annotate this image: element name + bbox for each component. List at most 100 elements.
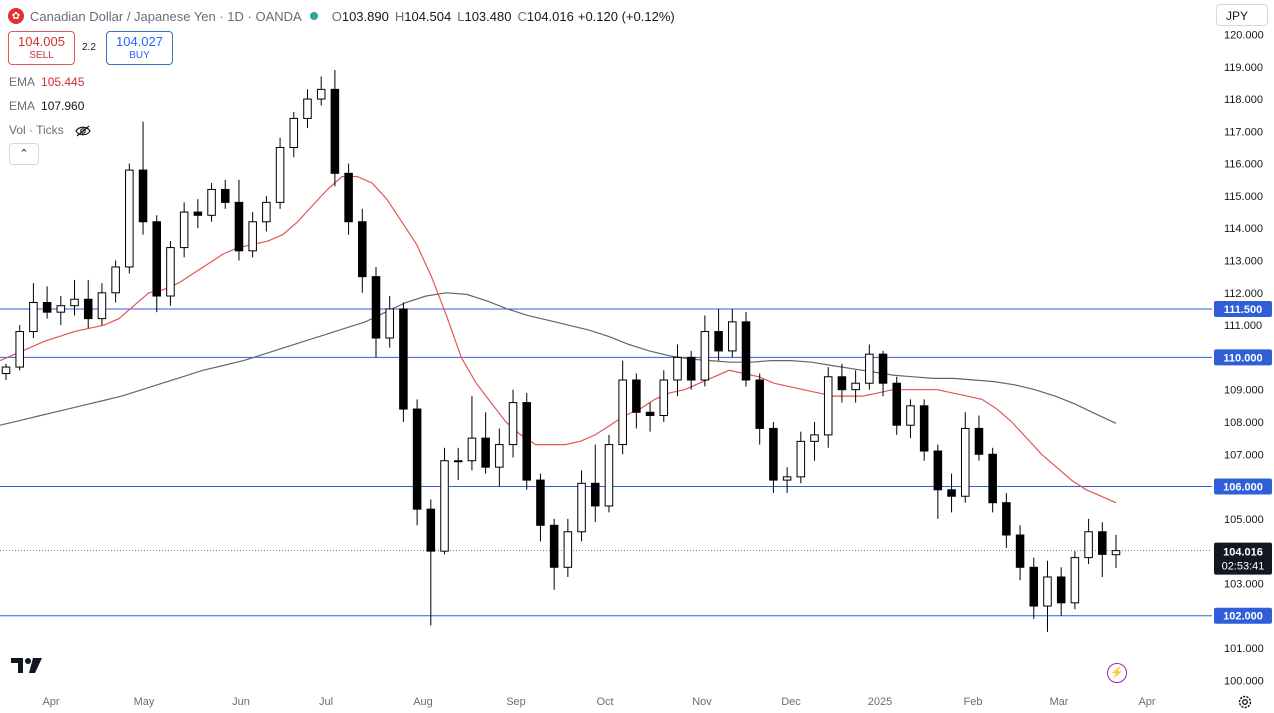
candle-body <box>467 437 477 462</box>
candle-body <box>645 411 655 417</box>
buy-button[interactable]: 104.027 BUY <box>106 31 173 65</box>
candle-body <box>508 402 518 446</box>
candle-body <box>810 434 819 442</box>
candle <box>1029 557 1039 619</box>
candle <box>728 308 737 358</box>
candle-body <box>358 221 367 278</box>
x-tick-label: Apr <box>1138 696 1155 708</box>
lightning-icon[interactable]: ⚡ <box>1107 663 1127 683</box>
sell-price: 104.005 <box>18 34 65 49</box>
candle <box>947 473 956 513</box>
candle-body <box>42 301 52 313</box>
candle <box>481 412 490 474</box>
candle-body <box>604 444 614 507</box>
y-tick-label: 101.000 <box>1224 643 1264 655</box>
candle-body <box>70 298 79 307</box>
candle <box>686 350 696 390</box>
candle-body <box>193 211 203 216</box>
y-tick-label: 120.000 <box>1224 29 1264 41</box>
buy-price: 104.027 <box>116 34 163 49</box>
ema-fast-legend[interactable]: EMA 105.445 <box>9 75 84 89</box>
candle-body <box>399 308 408 410</box>
candle <box>42 286 52 319</box>
candle <box>659 370 669 422</box>
candle-body <box>440 460 449 552</box>
high-key: H <box>394 8 405 24</box>
candle-body <box>590 482 600 507</box>
candle <box>412 399 422 526</box>
candle <box>796 431 806 484</box>
candle <box>741 312 751 387</box>
y-tick-label: 108.000 <box>1224 417 1264 429</box>
ema-slow-line <box>0 292 1117 426</box>
candle <box>125 163 134 274</box>
y-tick-label: 109.000 <box>1224 385 1264 397</box>
collapse-legend-button[interactable]: ⌃ <box>9 143 39 165</box>
current-price-badge <box>1214 542 1272 575</box>
level-badge <box>1214 300 1272 317</box>
sell-label: SELL <box>29 50 54 61</box>
candle <box>495 428 504 487</box>
ema-slow-value: 107.960 <box>41 99 85 113</box>
candle <box>371 266 381 358</box>
price-badges: 111.500 110.000 106.000 102.000 104.016 02:53… <box>1214 300 1272 624</box>
candle-body <box>275 146 285 203</box>
candle <box>933 444 943 519</box>
tradingview-logo-icon[interactable] <box>11 656 43 674</box>
y-tick-label: 107.000 <box>1224 449 1264 461</box>
level-badge-label: 106.000 <box>1223 482 1263 494</box>
sell-button[interactable]: 104.005 SELL <box>8 31 75 65</box>
x-tick-label: Jun <box>232 696 250 708</box>
candle-body <box>289 117 299 148</box>
candle-body <box>728 321 737 352</box>
y-tick-label: 117.000 <box>1224 126 1263 138</box>
candle <box>426 499 436 626</box>
candle <box>1070 551 1080 610</box>
level-badge <box>1214 607 1272 624</box>
candle-body <box>823 376 833 436</box>
candle <box>316 76 326 106</box>
symbol-title[interactable]: Canadian Dollar / Japanese Yen · 1D · OA… <box>30 8 302 24</box>
close-key: C <box>517 8 527 24</box>
gear-icon[interactable] <box>1237 694 1253 710</box>
candle-body <box>906 405 915 426</box>
candle-body <box>947 489 956 497</box>
candle-body <box>371 276 381 339</box>
eye-off-icon[interactable] <box>75 125 91 137</box>
x-tick-label: 2025 <box>868 696 892 708</box>
candle-body <box>1056 576 1066 604</box>
candle <box>618 360 627 455</box>
candle <box>878 350 888 397</box>
candle <box>152 215 162 313</box>
candle-body <box>234 201 244 252</box>
x-tick-label: Feb <box>964 696 983 708</box>
candle-body <box>577 482 586 533</box>
open-key: O <box>331 8 342 24</box>
ema-slow-legend[interactable]: EMA 107.960 <box>9 99 84 113</box>
candle-body <box>453 460 463 463</box>
candle-body <box>330 88 340 174</box>
candle-body <box>700 331 710 381</box>
y-tick-label: 100.000 <box>1224 675 1264 687</box>
x-tick-label: Aug <box>413 696 433 708</box>
y-tick-label: 114.000 <box>1224 223 1263 235</box>
ema-fast-value: 105.445 <box>41 75 85 89</box>
level-badge <box>1214 349 1272 366</box>
candle <box>673 344 682 397</box>
volume-legend[interactable]: Vol · Ticks <box>9 123 91 137</box>
current-price-label: 104.016 <box>1223 547 1263 559</box>
candle-body <box>97 292 107 320</box>
candle <box>207 183 216 222</box>
y-tick-label: 105.000 <box>1224 514 1264 526</box>
x-tick-label: May <box>134 696 155 708</box>
candle <box>1084 518 1093 565</box>
currency-button[interactable]: JPY <box>1216 4 1268 26</box>
candle <box>70 279 79 316</box>
ema-fast-label: EMA <box>9 75 36 89</box>
candle <box>632 373 641 429</box>
ema-slow-label: EMA <box>9 99 36 113</box>
candle-body <box>481 437 490 468</box>
candle <box>179 202 189 258</box>
candle-body <box>166 247 175 297</box>
